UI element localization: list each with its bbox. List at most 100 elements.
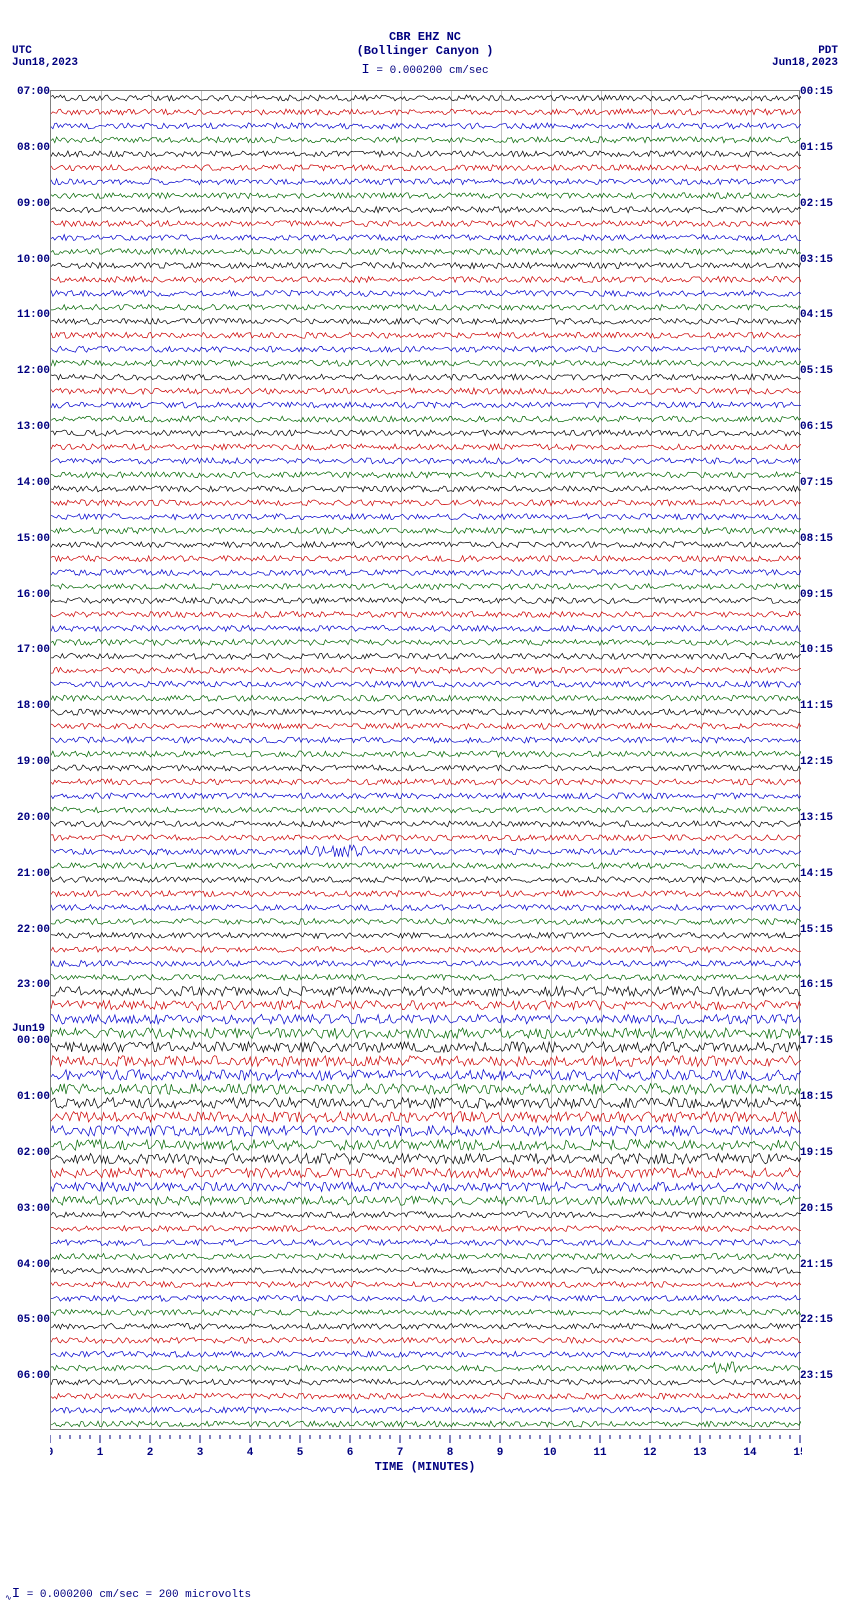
pdt-hour-label: 14:15 bbox=[800, 868, 838, 880]
seismic-trace bbox=[51, 1323, 801, 1329]
seismic-trace bbox=[51, 681, 801, 687]
svg-text:0: 0 bbox=[50, 1447, 53, 1459]
seismic-trace bbox=[51, 402, 801, 408]
seismic-trace bbox=[51, 346, 801, 352]
seismic-trace bbox=[51, 1393, 801, 1399]
utc-hour-label: 17:00 bbox=[12, 644, 50, 656]
seismic-trace bbox=[51, 221, 801, 227]
utc-hour-label: 09:00 bbox=[12, 198, 50, 210]
seismic-trace bbox=[51, 360, 801, 366]
seismic-trace bbox=[51, 987, 801, 997]
pdt-hour-label: 09:15 bbox=[800, 589, 838, 601]
seismic-trace bbox=[51, 486, 801, 492]
date-break-label: Jun19 bbox=[12, 1023, 45, 1035]
pdt-hour-label: 03:15 bbox=[800, 254, 838, 266]
pdt-hour-label: 04:15 bbox=[800, 309, 838, 321]
seismic-trace bbox=[51, 1268, 801, 1274]
pdt-hour-label: 21:15 bbox=[800, 1259, 838, 1271]
station-title: CBR EHZ NC bbox=[0, 0, 850, 44]
seismic-trace bbox=[51, 318, 801, 324]
utc-hour-label: 04:00 bbox=[12, 1259, 50, 1271]
pdt-hour-label: 00:15 bbox=[800, 86, 838, 98]
seismic-trace bbox=[51, 751, 801, 757]
seismic-trace bbox=[51, 877, 801, 883]
seismic-trace bbox=[51, 1153, 801, 1164]
seismic-trace bbox=[51, 1309, 801, 1315]
pdt-hour-label: 12:15 bbox=[800, 756, 838, 768]
seismic-trace bbox=[51, 1226, 801, 1232]
seismic-trace bbox=[51, 263, 801, 269]
seismic-trace bbox=[51, 1196, 801, 1205]
pdt-hour-label: 02:15 bbox=[800, 198, 838, 210]
seismic-trace bbox=[51, 1254, 801, 1260]
svg-text:4: 4 bbox=[247, 1447, 254, 1459]
svg-text:1: 1 bbox=[97, 1447, 104, 1459]
seismic-trace bbox=[51, 556, 801, 562]
seismic-trace bbox=[51, 1379, 801, 1385]
seismic-trace bbox=[51, 653, 801, 659]
seismic-trace bbox=[51, 500, 801, 506]
seismic-trace bbox=[51, 207, 801, 213]
utc-hour-label: 00:00 bbox=[12, 1035, 50, 1047]
seismic-trace bbox=[51, 919, 801, 925]
seismic-trace bbox=[51, 695, 801, 701]
seismic-trace bbox=[51, 779, 801, 785]
pdt-hour-label: 13:15 bbox=[800, 812, 838, 824]
seismic-trace bbox=[51, 807, 801, 813]
seismic-trace bbox=[51, 528, 801, 534]
seismic-trace bbox=[51, 1001, 801, 1011]
svg-text:6: 6 bbox=[347, 1447, 354, 1459]
utc-hour-label: 05:00 bbox=[12, 1314, 50, 1326]
footer-scale: ∿I = 0.000200 cm/sec = 200 microvolts bbox=[5, 1586, 251, 1603]
pdt-hour-label: 11:15 bbox=[800, 700, 838, 712]
seismic-trace bbox=[51, 277, 801, 283]
seismic-trace bbox=[51, 891, 801, 897]
utc-hour-label: 10:00 bbox=[12, 254, 50, 266]
seismic-trace bbox=[51, 639, 801, 645]
pdt-hour-label: 20:15 bbox=[800, 1203, 838, 1215]
seismic-trace bbox=[51, 821, 801, 827]
seismic-trace bbox=[51, 304, 801, 310]
utc-hour-label: 02:00 bbox=[12, 1147, 50, 1159]
seismic-trace bbox=[51, 430, 801, 436]
seismic-trace bbox=[51, 165, 801, 171]
seismic-trace bbox=[51, 611, 801, 617]
seismic-trace bbox=[51, 845, 801, 857]
seismic-trace bbox=[51, 1056, 801, 1067]
utc-hour-label: 07:00 bbox=[12, 86, 50, 98]
utc-hour-label: 16:00 bbox=[12, 589, 50, 601]
seismic-trace bbox=[51, 947, 801, 953]
seismic-trace bbox=[51, 95, 801, 101]
pdt-hour-label: 18:15 bbox=[800, 1091, 838, 1103]
seismic-trace bbox=[51, 584, 801, 590]
utc-hour-label: 01:00 bbox=[12, 1091, 50, 1103]
svg-text:14: 14 bbox=[743, 1447, 757, 1459]
seismic-trace bbox=[51, 1098, 801, 1109]
seismic-trace bbox=[51, 1212, 801, 1218]
seismic-trace bbox=[51, 388, 801, 394]
timezone-left: UTC Jun18,2023 bbox=[12, 45, 78, 69]
seismic-trace bbox=[51, 1337, 801, 1343]
seismic-trace bbox=[51, 793, 801, 799]
svg-text:10: 10 bbox=[543, 1447, 556, 1459]
seismic-trace bbox=[51, 570, 801, 576]
seismic-trace bbox=[51, 123, 801, 129]
seismic-trace bbox=[51, 1112, 801, 1123]
seismogram-container: CBR EHZ NC (Bollinger Canyon ) I = 0.000… bbox=[0, 0, 850, 1613]
utc-hour-label: 14:00 bbox=[12, 477, 50, 489]
seismic-trace bbox=[51, 514, 801, 520]
seismic-trace bbox=[51, 1042, 801, 1053]
seismic-trace bbox=[51, 542, 801, 548]
pdt-hour-label: 01:15 bbox=[800, 142, 838, 154]
seismic-trace bbox=[51, 374, 801, 380]
seismic-trace bbox=[51, 332, 801, 338]
tz-left-label: UTC bbox=[12, 45, 32, 57]
utc-hour-label: 15:00 bbox=[12, 533, 50, 545]
seismogram-plot bbox=[50, 90, 800, 1430]
seismic-trace bbox=[51, 1140, 801, 1151]
seismic-trace bbox=[51, 151, 801, 157]
svg-text:12: 12 bbox=[643, 1447, 656, 1459]
pdt-hour-label: 10:15 bbox=[800, 644, 838, 656]
x-axis-ticks: 0123456789101112131415 bbox=[50, 1435, 802, 1460]
svg-text:5: 5 bbox=[297, 1447, 304, 1459]
